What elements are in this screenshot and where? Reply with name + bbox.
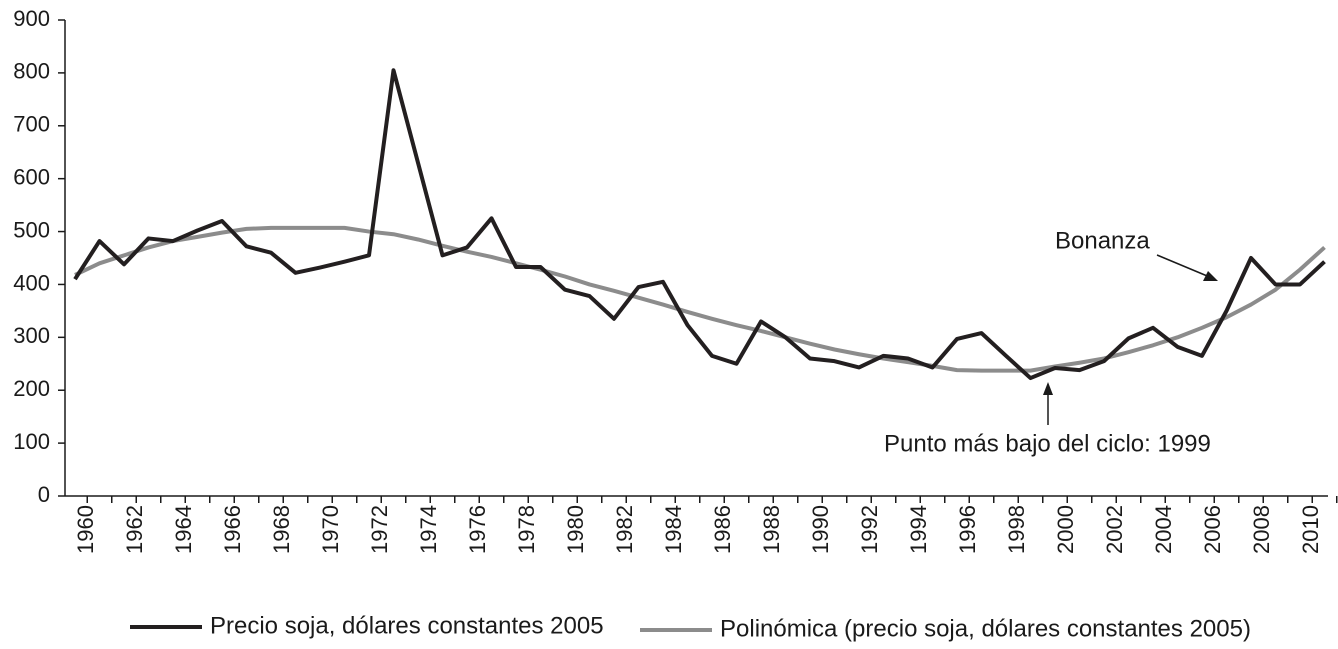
x-tick-label: 1984 <box>661 505 686 554</box>
y-tick-label: 400 <box>13 270 50 295</box>
annotation: Bonanza <box>1055 227 1150 254</box>
x-tick-label: 1966 <box>220 505 245 554</box>
x-tick-label: 1964 <box>171 505 196 554</box>
x-tick-label: 2000 <box>1053 505 1078 554</box>
x-tick-label: 1996 <box>955 505 980 554</box>
annotation-arrow <box>1156 254 1213 279</box>
y-tick-label: 800 <box>13 59 50 84</box>
x-tick-label: 1960 <box>73 505 98 554</box>
legend-label: Polinómica (precio soja, dólares constan… <box>720 615 1251 642</box>
x-tick-label: 2002 <box>1102 505 1127 554</box>
arrow-head <box>1043 382 1053 395</box>
x-tick-label: 1980 <box>563 505 588 554</box>
x-tick-label: 1994 <box>906 505 931 554</box>
series-line <box>73 68 1326 381</box>
x-tick-label: 1990 <box>808 505 833 554</box>
x-tick-label: 1986 <box>710 505 735 554</box>
x-tick-label: 2008 <box>1249 505 1274 554</box>
series-line <box>74 225 1326 373</box>
x-tick-label: 1970 <box>318 505 343 554</box>
y-tick-label: 200 <box>13 376 50 401</box>
y-tick-label: 700 <box>13 112 50 137</box>
x-tick-label: 1992 <box>857 505 882 554</box>
annotation: Punto más bajo del ciclo: 1999 <box>884 430 1211 457</box>
x-tick-label: 2010 <box>1298 505 1323 554</box>
x-tick-label: 1962 <box>122 505 147 554</box>
y-tick-label: 300 <box>13 323 50 348</box>
x-tick-label: 2006 <box>1200 505 1225 554</box>
x-tick-label: 1988 <box>759 505 784 554</box>
x-tick-label: 2004 <box>1151 505 1176 554</box>
x-tick-label: 1998 <box>1004 505 1029 554</box>
x-tick-label: 1968 <box>269 505 294 554</box>
y-tick-label: 0 <box>38 482 50 507</box>
x-tick-label: 1978 <box>514 505 539 554</box>
x-tick-label: 1976 <box>465 505 490 554</box>
legend-label: Precio soja, dólares constantes 2005 <box>210 612 604 639</box>
y-tick-label: 900 <box>13 6 50 31</box>
y-tick-label: 500 <box>13 217 50 242</box>
x-tick-label: 1982 <box>612 505 637 554</box>
y-tick-label: 100 <box>13 429 50 454</box>
arrow-head <box>1203 271 1218 281</box>
x-tick-label: 1974 <box>416 505 441 554</box>
x-tick-label: 1972 <box>367 505 392 554</box>
y-tick-label: 600 <box>13 164 50 189</box>
